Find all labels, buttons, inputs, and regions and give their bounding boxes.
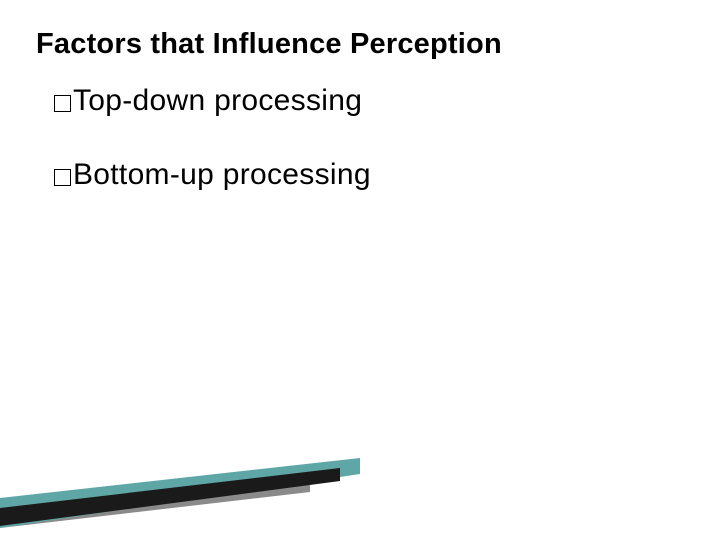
bullet-item: Top-down processing — [54, 84, 371, 118]
square-bullet-icon — [54, 169, 71, 186]
bullet-list: Top-down processing Bottom-up processing — [54, 84, 371, 232]
accent-shape — [0, 480, 310, 528]
accent-shape — [0, 458, 360, 528]
slide-title: Factors that Influence Perception — [36, 28, 502, 61]
bullet-text: Bottom-up processing — [73, 158, 371, 192]
corner-accent — [0, 448, 400, 528]
bullet-item: Bottom-up processing — [54, 158, 371, 192]
accent-shape — [0, 491, 260, 528]
accent-shape — [0, 468, 340, 526]
square-bullet-icon — [54, 95, 71, 112]
bullet-text: Top-down processing — [73, 84, 362, 118]
slide: Factors that Influence Perception Top-do… — [0, 0, 720, 540]
accent-svg — [0, 448, 400, 528]
